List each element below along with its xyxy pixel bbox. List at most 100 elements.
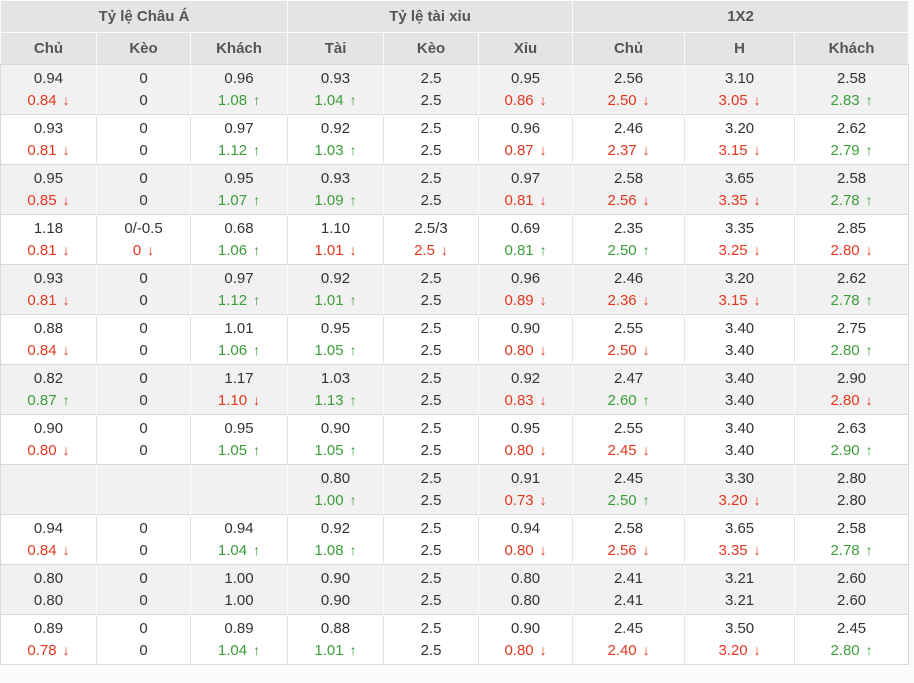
odds-value: 0.97 — [224, 270, 254, 288]
odds-value: 2.5 — [414, 241, 435, 259]
ou-line-current-odds: 2.5 — [383, 539, 480, 565]
asian-away-current-odds: 1.04 ↑ — [190, 539, 289, 565]
1x2-draw-current-odds: 3.25 ↓ — [684, 239, 796, 265]
odds-value: 2.83 — [830, 91, 860, 109]
asian-away-opening-odds: 1.17 — [190, 364, 289, 390]
1x2-home-opening-odds: 2.41 — [572, 564, 686, 590]
down-arrow-icon: ↓ — [62, 541, 70, 558]
asian-home-current-odds: 0.78 ↓ — [0, 639, 97, 665]
asian-handicap-opening-odds: 0 — [96, 364, 191, 390]
ou-under-current-odds: 0.80 ↓ — [478, 439, 574, 465]
odds-value: 2.80 — [836, 491, 867, 509]
asian-away-opening-odds — [190, 464, 289, 490]
odds-value: 2.5 — [420, 120, 442, 138]
section-1x2: 1X2 — [572, 0, 910, 33]
odds-value: 0 — [139, 341, 148, 359]
down-arrow-icon: ↓ — [253, 391, 261, 408]
odds-value: 2.5 — [420, 170, 442, 188]
odds-value: 3.40 — [724, 320, 755, 338]
down-arrow-icon: ↓ — [539, 391, 547, 408]
ou-line-opening-odds: 2.5 — [383, 264, 480, 290]
up-arrow-icon: ↑ — [349, 191, 357, 208]
odds-value: 0 — [139, 591, 148, 609]
ou-line-current-odds: 2.5 — [383, 289, 480, 315]
odds-value: 0.90 — [510, 620, 541, 638]
ou-over-opening-odds: 1.03 — [287, 364, 385, 390]
ou-line-opening-odds: 2.5 — [383, 614, 480, 640]
odds-value: 0.92 — [320, 270, 351, 288]
odds-value: 0.94 — [510, 520, 541, 538]
1x2-home-opening-odds: 2.56 — [572, 64, 686, 90]
1x2-draw-current-odds: 3.20 ↓ — [684, 489, 796, 515]
odds-value: 0.95 — [510, 420, 541, 438]
asian-handicap-opening-odds: 0 — [96, 514, 191, 540]
odds-value: 0 — [139, 620, 148, 638]
1x2-draw-opening-odds: 3.30 — [684, 464, 796, 490]
down-arrow-icon: ↓ — [62, 441, 70, 458]
1x2-home-opening-odds: 2.55 — [572, 414, 686, 440]
1x2-away-current-odds: 2.80 ↑ — [794, 339, 909, 365]
1x2-away-opening-odds: 2.45 — [794, 614, 909, 640]
odds-value: 0.68 — [224, 220, 254, 238]
odds-value: 0.94 — [33, 520, 64, 538]
1x2-draw-current-odds: 3.35 ↓ — [684, 189, 796, 215]
1x2-home-opening-odds: 2.46 — [572, 264, 686, 290]
1x2-home-opening-odds: 2.55 — [572, 314, 686, 340]
odds-value: 2.79 — [830, 141, 860, 159]
odds-value: 0 — [139, 641, 148, 659]
1x2-home-current-odds: 2.56 ↓ — [572, 189, 686, 215]
down-arrow-icon: ↓ — [642, 441, 650, 458]
ou-over-opening-odds: 0.92 — [287, 114, 385, 140]
1x2-away-opening-odds: 2.58 — [794, 64, 909, 90]
odds-value: 0 — [139, 391, 148, 409]
odds-value: 2.90 — [836, 370, 867, 388]
down-arrow-icon: ↓ — [865, 391, 873, 408]
down-arrow-icon: ↓ — [539, 191, 547, 208]
asian-handicap-current-odds: 0 — [96, 89, 191, 115]
odds-value: 2.58 — [836, 520, 867, 538]
odds-value: 3.40 — [724, 341, 755, 359]
odds-value: 2.78 — [830, 291, 860, 309]
1x2-home-current-odds: 2.37 ↓ — [572, 139, 686, 165]
current-odds-row: 0.81 ↓ 0 1.12 ↑ 1.03 ↑ 2.5 0.87 ↓ 2.37 ↓ 3.15 ↓ 2.79 ↑ — [0, 139, 909, 165]
odds-value: 1.01 — [314, 291, 344, 309]
ou-line-opening-odds: 2.5/3 — [383, 214, 480, 240]
opening-odds-row: 0.88 0 1.01 0.95 2.5 0.90 2.55 3.40 2.75 — [0, 314, 909, 340]
1x2-home-opening-odds: 2.58 — [572, 514, 686, 540]
odds-value: 0 — [139, 70, 148, 88]
odds-value: 2.50 — [607, 491, 637, 509]
opening-odds-row: 0.80 2.5 0.91 2.45 3.30 2.80 — [0, 464, 909, 490]
odds-value: 2.62 — [836, 120, 867, 138]
odds-value: 2.45 — [836, 620, 867, 638]
ou-over-opening-odds: 0.80 — [287, 464, 385, 490]
asian-away-current-odds: 1.08 ↑ — [190, 89, 289, 115]
up-arrow-icon: ↑ — [865, 291, 873, 308]
current-odds-row: 0.81 ↓ 0 ↓ 1.06 ↑ 1.01 ↓ 2.5 ↓ 0.81 ↑ 2.50 ↑ 3.25 ↓ 2.80… — [0, 239, 909, 265]
asian-handicap-opening-odds: 0 — [96, 614, 191, 640]
odds-value: 2.47 — [613, 370, 644, 388]
ou-over-current-odds: 1.05 ↑ — [287, 339, 385, 365]
1x2-home-current-odds: 2.40 ↓ — [572, 639, 686, 665]
1x2-away-opening-odds: 2.63 — [794, 414, 909, 440]
up-arrow-icon: ↑ — [865, 191, 873, 208]
asian-handicap-opening-odds: 0/-0.5 — [96, 214, 191, 240]
odds-value: 0.90 — [510, 320, 541, 338]
odds-value: 2.90 — [830, 441, 860, 459]
down-arrow-icon: ↓ — [753, 141, 761, 158]
asian-handicap-current-odds: 0 — [96, 389, 191, 415]
1x2-home-opening-odds: 2.35 — [572, 214, 686, 240]
opening-odds-row: 0.82 0 1.17 1.03 2.5 0.92 2.47 3.40 2.90 — [0, 364, 909, 390]
down-arrow-icon: ↓ — [349, 241, 357, 258]
odds-value: 1.06 — [217, 341, 248, 359]
odds-value: 0.80 — [33, 591, 64, 609]
up-arrow-icon: ↑ — [349, 141, 357, 158]
ou-under-current-odds: 0.87 ↓ — [478, 139, 574, 165]
odds-value: 2.85 — [836, 220, 867, 238]
ou-over-current-odds: 1.08 ↑ — [287, 539, 385, 565]
asian-handicap-opening-odds: 0 — [96, 114, 191, 140]
down-arrow-icon: ↓ — [539, 91, 547, 108]
down-arrow-icon: ↓ — [62, 641, 70, 658]
down-arrow-icon: ↓ — [539, 291, 547, 308]
opening-odds-row: 0.93 0 0.97 0.92 2.5 0.96 2.46 3.20 2.62 — [0, 114, 909, 140]
up-arrow-icon: ↑ — [253, 441, 261, 458]
